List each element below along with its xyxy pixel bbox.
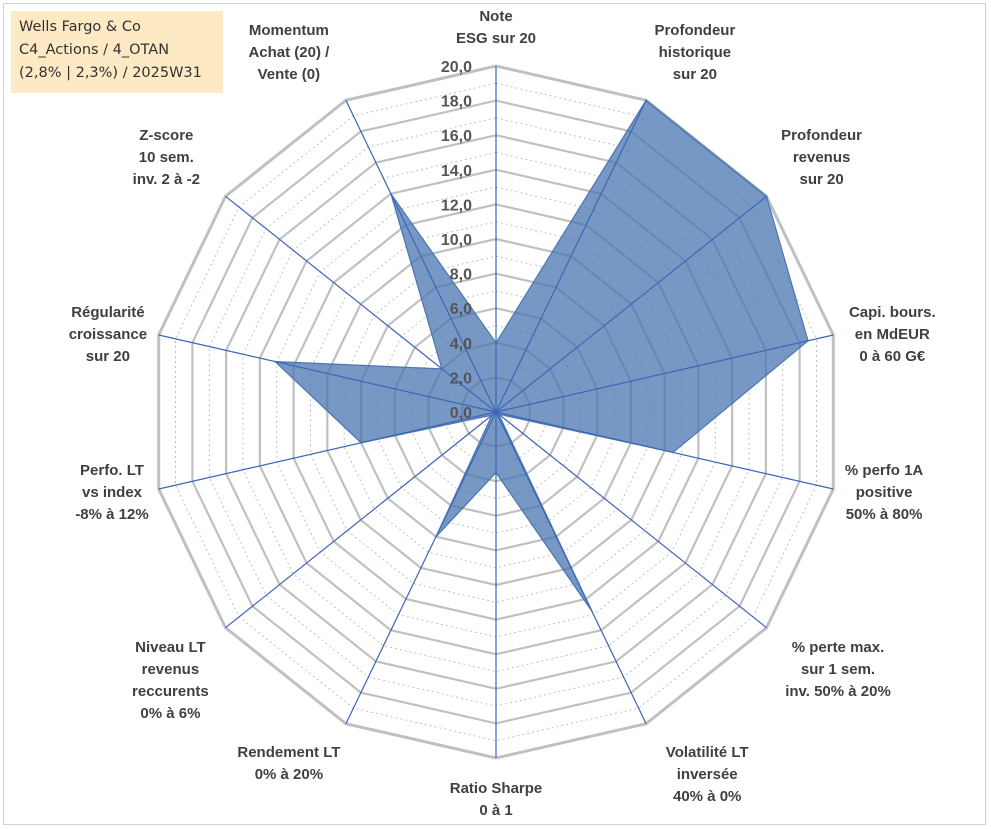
axis-label-line: Z-score [139,127,193,144]
tick-label: 4,0 [450,336,472,353]
axis-label-line: Capi. bours. [849,304,936,321]
axis-label: Profondeur historique sur 20 [654,22,735,83]
axis-label-line: Note [479,8,512,25]
axis-label: Z-score 10 sem. inv. 2 à -2 [133,127,200,188]
axis-label-line: en MdEUR [855,326,930,343]
axis-spoke [225,411,497,629]
axis-label-line: sur 1 sem. [801,661,875,678]
axis-label-line: 0% à 6% [140,705,200,722]
info-line-period: (2,8% | 2,3%) / 2025W31 [19,65,202,81]
axis-spokes [158,66,834,758]
axis-label-line: Achat (20) / [248,44,330,61]
tick-label: 20,0 [441,59,472,76]
axis-spoke [345,411,497,724]
tick-label: 18,0 [441,94,472,111]
axis-label-line: Profondeur [781,127,862,144]
tick-labels: 0,0 2,0 4,0 6,0 8,0 10,0 12,0 14,0 16,0 18,0 20,0 [441,59,472,422]
axis-spoke [158,334,497,413]
axis-label-line: ESG sur 20 [456,30,536,47]
axis-label: Niveau LT revenus reccurents 0% à 6% [132,639,209,722]
axis-label-line: 0 à 60 G€ [859,348,926,365]
tick-label: 2,0 [450,370,472,387]
axis-label-line: Régularité [71,304,144,321]
axis-label-line: 0% à 20% [255,766,323,783]
axis-label: Profondeur revenus sur 20 [781,127,862,188]
axis-label-line: Profondeur [654,22,735,39]
axis-label-line: positive [856,484,913,501]
tick-label: 8,0 [450,267,472,284]
tick-label: 14,0 [441,163,472,180]
axis-label-line: inv. 2 à -2 [133,171,200,188]
axis-label-line: Niveau LT [135,639,206,656]
axis-label-line: 40% à 0% [673,788,741,805]
axis-label-line: revenus [793,149,851,166]
axis-label-line: inv. 50% à 20% [785,683,891,700]
axis-spoke [495,334,834,413]
axis-label-line: % perte max. [792,639,885,656]
axis-label-line: Rendement LT [237,744,340,761]
axis-label: Perfo. LT vs index -8% à 12% [75,462,148,523]
axis-spoke [225,195,497,413]
tick-label: 0,0 [450,405,472,422]
axis-label-line: Perfo. LT [80,462,144,479]
axis-label-line: sur 20 [86,348,130,365]
axis-spoke [495,411,647,724]
axis-label-line: 10 sem. [139,149,194,166]
axis-label-line: Ratio Sharpe [450,780,543,797]
axis-spoke [158,411,497,490]
axis-label-line: Volatilité LT [666,744,749,761]
tick-label: 16,0 [441,128,472,145]
axis-spoke [495,195,767,413]
axis-label-line: inversée [677,766,738,783]
axis-label: Ratio Sharpe 0 à 1 [450,780,543,819]
axis-label-line: Momentum [249,22,329,39]
info-box: Wells Fargo & Co C4_Actions / 4_OTAN (2,… [11,11,223,93]
axis-spoke [495,100,647,413]
axis-label: % perfo 1A positive 50% à 80% [845,462,924,523]
axis-label: Momentum Achat (20) / Vente (0) [248,22,330,83]
axis-labels: Note ESG sur 20 Profondeur historique sur 20… [69,8,936,819]
axis-label-line: 50% à 80% [846,506,923,523]
info-line-category: C4_Actions / 4_OTAN [19,42,170,58]
axis-label-line: % perfo 1A [845,462,924,479]
info-line-company: Wells Fargo & Co [19,19,141,35]
axis-label: % perte max. sur 1 sem. inv. 50% à 20% [785,639,891,700]
tick-label: 6,0 [450,301,472,318]
axis-label-line: revenus [142,661,200,678]
axis-label: Volatilité LT inversée 40% à 0% [666,744,749,805]
axis-spoke [495,411,834,490]
axis-label-line: historique [659,44,732,61]
axis-label-line: vs index [82,484,143,501]
axis-spoke [345,100,497,413]
axis-label: Régularité croissance sur 20 [69,304,147,365]
axis-label: Capi. bours. en MdEUR 0 à 60 G€ [849,304,936,365]
axis-label: Rendement LT 0% à 20% [237,744,340,783]
axis-label-line: croissance [69,326,147,343]
axis-label-line: -8% à 12% [75,506,148,523]
axis-label-line: 0 à 1 [479,802,512,819]
axis-label-line: Vente (0) [258,66,321,83]
axis-label-line: reccurents [132,683,209,700]
axis-label-line: sur 20 [799,171,843,188]
axis-label: Note ESG sur 20 [456,8,536,47]
tick-label: 10,0 [441,232,472,249]
axis-label-line: sur 20 [673,66,717,83]
tick-label: 12,0 [441,197,472,214]
axis-spoke [495,411,767,629]
